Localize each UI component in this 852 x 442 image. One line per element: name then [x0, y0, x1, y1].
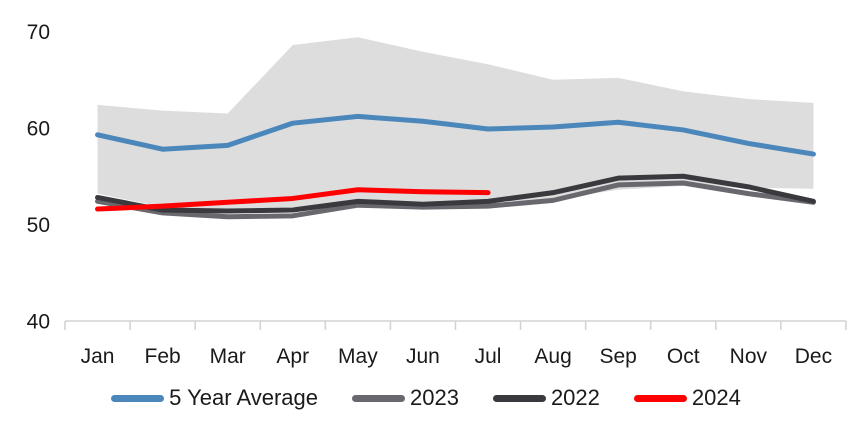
legend-item-2024: 2024 [633, 385, 741, 410]
legend-swatch-icon [351, 394, 405, 402]
series-line-2023 [95, 180, 816, 220]
legend-label: 5 Year Average [169, 385, 318, 410]
x-axis-label: Jun [406, 345, 440, 368]
x-axis-label: Apr [276, 345, 309, 368]
legend-label: 2023 [409, 385, 459, 410]
x-axis-label: Jul [475, 345, 502, 368]
x-axis-label: May [338, 345, 378, 368]
y-axis-label: 70 [27, 21, 50, 44]
x-axis-label: Oct [667, 345, 700, 368]
x-axis-label: Mar [210, 345, 246, 368]
chart-legend: 5 Year Average 2023 2022 2024 [0, 376, 852, 420]
x-axis-label: Aug [534, 345, 571, 368]
series-line-5-year-average [95, 113, 816, 157]
x-axis-label: Feb [145, 345, 181, 368]
legend-item-5-year-average: 5 Year Average [111, 387, 318, 409]
legend-swatch-icon [111, 394, 165, 402]
legend-item-2022: 2022 [492, 385, 600, 410]
x-axis-label: Dec [795, 345, 832, 368]
legend-label: 2022 [550, 385, 600, 410]
y-axis-label: 40 [27, 311, 50, 334]
legend-item-2023: 2023 [351, 385, 459, 410]
x-axis-label: Jan [81, 345, 115, 368]
legend-label: 2024 [691, 385, 741, 410]
x-axis-label: Sep [599, 345, 636, 368]
y-axis-label: 60 [27, 118, 50, 141]
legend-swatch-icon [633, 394, 687, 402]
legend-swatch-icon [492, 394, 546, 402]
x-axis-label: Nov [730, 345, 768, 368]
trend-line-chart: 40 50 60 70 Jan Feb Mar Apr May Jun Jul Aug Sep Oct No… [27, 21, 847, 368]
series-line-2022 [95, 173, 816, 214]
series-line-2024 [95, 187, 491, 212]
y-axis-label: 50 [27, 214, 50, 237]
